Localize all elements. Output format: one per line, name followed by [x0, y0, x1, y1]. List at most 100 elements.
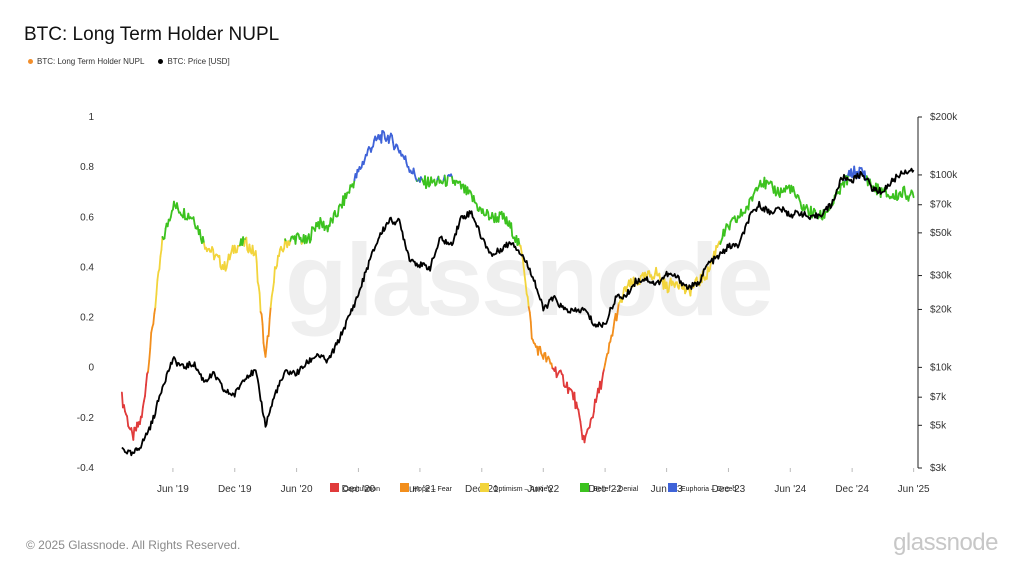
nupl-segment	[600, 379, 603, 390]
nupl-segment	[843, 179, 846, 188]
series-legend: BTC: Long Term Holder NUPL BTC: Price [U…	[28, 57, 230, 66]
x-tick-label: Jun '19	[157, 484, 189, 495]
nupl-segment	[616, 302, 620, 313]
nupl-segment	[163, 227, 167, 240]
nupl-segment	[522, 266, 526, 278]
nupl-segment	[166, 218, 170, 228]
y-left-tick-label: 0	[88, 363, 94, 374]
regime-label: Optimism – Anxiety	[493, 486, 553, 493]
nupl-segment	[445, 174, 449, 187]
nupl-segment	[243, 238, 247, 247]
footer-logo: glassnode	[893, 529, 998, 556]
nupl-segment	[575, 401, 579, 410]
y-right-tick-label: $100k	[930, 170, 958, 181]
nupl-segment	[595, 395, 598, 403]
nupl-segment	[160, 235, 164, 251]
nupl-segment	[806, 207, 810, 217]
nupl-segment	[527, 306, 531, 314]
x-tick-label: Dec '20	[342, 484, 376, 495]
nupl-segment	[658, 272, 662, 283]
y-left-tick-label: 0.6	[80, 212, 94, 223]
regime-swatch	[668, 483, 677, 492]
nupl-segment	[276, 254, 279, 267]
series-nupl	[121, 130, 915, 444]
nupl-segment	[145, 373, 149, 386]
nupl-segment	[911, 191, 915, 199]
nupl-segment	[126, 415, 130, 428]
nupl-segment	[258, 292, 262, 313]
nupl-segment	[248, 243, 252, 253]
nupl-segment	[505, 216, 509, 226]
nupl-segment	[542, 352, 546, 360]
nupl-segment	[709, 261, 712, 270]
nupl-segment	[510, 222, 514, 237]
x-tick-label: Dec '23	[712, 484, 746, 495]
nupl-segment	[153, 306, 157, 315]
nupl-segment	[443, 174, 447, 187]
nupl-segment	[169, 210, 173, 219]
nupl-segment	[723, 228, 727, 237]
nupl-segment	[588, 418, 592, 429]
nupl-segment	[404, 155, 408, 164]
nupl-segment	[593, 398, 596, 413]
nupl-segment	[517, 237, 521, 247]
nupl-segment	[519, 244, 523, 253]
x-tick-label: Dec '19	[218, 484, 252, 495]
nupl-segment	[733, 215, 737, 223]
nupl-segment	[578, 415, 582, 423]
x-tick-label: Jun '22	[527, 484, 559, 495]
nupl-segment	[412, 167, 416, 176]
nupl-segment	[611, 326, 615, 337]
nupl-segment	[601, 372, 604, 381]
nupl-segment	[141, 400, 145, 409]
nupl-segment	[336, 205, 340, 217]
legend-item-price[interactable]: BTC: Price [USD]	[158, 57, 230, 66]
regime-swatch	[580, 483, 589, 492]
regime-label: Euphoria – Greed	[681, 486, 736, 493]
nupl-segment	[897, 192, 900, 200]
nupl-segment	[526, 295, 530, 308]
nupl-segment	[121, 391, 124, 409]
nupl-segment	[130, 427, 134, 435]
nupl-segment	[235, 244, 239, 254]
nupl-segment	[901, 186, 905, 198]
legend-dot-price	[158, 59, 164, 64]
x-tick-label: Jun '24	[774, 484, 806, 495]
y-left-tick-label: 0.2	[80, 313, 94, 324]
nupl-segment	[903, 185, 907, 196]
nupl-segment	[579, 420, 583, 432]
nupl-segment	[728, 220, 732, 231]
nupl-segment	[269, 295, 273, 309]
nupl-segment	[472, 194, 476, 204]
x-tick-label: Jun '20	[281, 484, 313, 495]
nupl-segment	[326, 224, 330, 233]
nupl-segment	[528, 311, 532, 323]
nupl-segment	[138, 415, 142, 426]
legend-item-nupl[interactable]: BTC: Long Term Holder NUPL	[28, 57, 144, 66]
y-right-tick-label: $30k	[930, 271, 953, 282]
nupl-segment	[475, 203, 479, 212]
regime-legend: Capitulation Hope – Fear Optimism – Anxiet…	[330, 483, 736, 493]
chart-axes: 1 0.8 0.6 0.4 0.2 0 -0.2 -0.4 $200k $100k $70k $50k…	[77, 112, 958, 495]
x-tick-label: Dec '24	[835, 484, 869, 495]
nupl-segment	[260, 313, 264, 326]
nupl-segment	[156, 271, 160, 282]
nupl-segment	[391, 134, 394, 144]
y-right-tick-label: $5k	[930, 420, 947, 431]
chart-title: BTC: Long Term Holder NUPL	[24, 24, 280, 45]
nupl-segment	[655, 266, 659, 277]
nupl-segment	[764, 179, 768, 190]
nupl-segment	[257, 284, 261, 295]
regime-swatch	[480, 483, 489, 492]
nupl-segment	[159, 248, 163, 258]
y-right-tick-label: $10k	[930, 362, 953, 373]
nupl-segment	[524, 283, 528, 295]
nupl-segment	[265, 335, 269, 348]
nupl-segment	[309, 226, 313, 241]
nupl-segment	[271, 281, 275, 292]
nupl-segment	[365, 148, 369, 157]
nupl-segment	[521, 257, 525, 269]
nupl-segment	[612, 319, 616, 329]
nupl-segment	[751, 194, 755, 202]
